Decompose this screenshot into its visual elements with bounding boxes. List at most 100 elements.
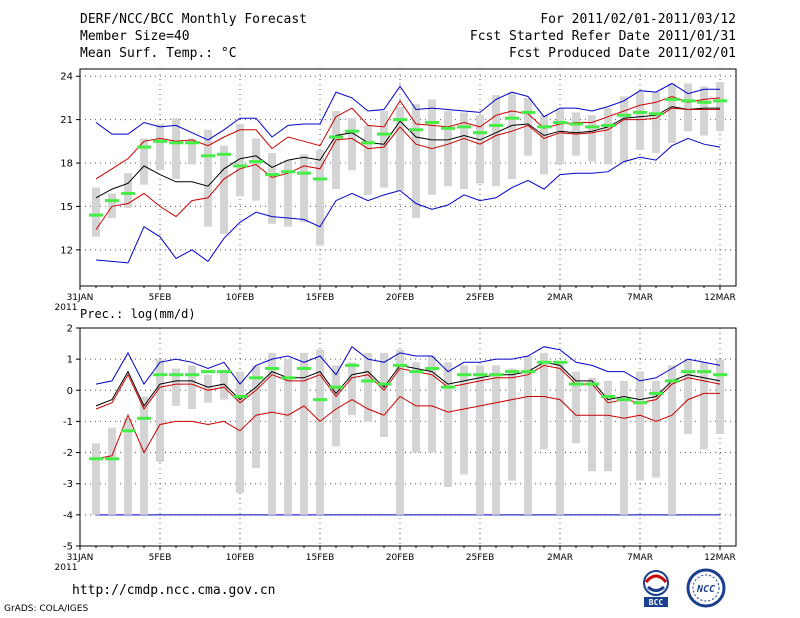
- range-bar: [652, 380, 660, 478]
- range-bar: [428, 99, 436, 195]
- member-marker: [329, 385, 343, 389]
- forecast-period: For 2011/02/01-2011/03/12: [540, 12, 736, 27]
- member-marker: [345, 363, 359, 367]
- member-marker: [153, 373, 167, 377]
- y-tick-label: 0: [67, 386, 73, 397]
- y-tick-label: 15: [60, 202, 73, 213]
- range-bar: [252, 365, 260, 469]
- y-tick-label: -4: [63, 510, 73, 521]
- member-marker: [425, 121, 439, 125]
- range-bar: [156, 123, 164, 171]
- member-marker: [697, 100, 711, 104]
- range-bar: [508, 92, 516, 179]
- y-tick-label: 24: [60, 72, 73, 83]
- bcc-logo-text: BCC: [649, 598, 664, 607]
- member-marker: [521, 370, 535, 374]
- member-marker: [649, 112, 663, 116]
- member-marker: [233, 395, 247, 399]
- range-bar: [620, 380, 628, 515]
- series-upper-spread: [95, 364, 721, 410]
- member-marker: [89, 457, 103, 461]
- member-marker: [297, 171, 311, 175]
- member-marker: [361, 379, 375, 383]
- member-marker: [297, 366, 311, 370]
- range-bar: [460, 112, 468, 190]
- range-bar: [396, 106, 404, 191]
- range-bar: [204, 129, 212, 227]
- x-tick-label: 5FEB: [149, 293, 172, 303]
- year-label: 2011: [55, 303, 78, 313]
- range-bar: [684, 359, 692, 434]
- member-marker: [473, 131, 487, 135]
- range-bar: [412, 362, 420, 453]
- member-marker: [105, 457, 119, 461]
- member-marker: [377, 382, 391, 386]
- source-url[interactable]: http://cmdp.ncc.cma.gov.cn: [72, 583, 276, 598]
- member-marker: [137, 416, 151, 420]
- member-marker: [569, 122, 583, 126]
- member-marker: [633, 401, 647, 405]
- range-bar: [636, 92, 644, 151]
- range-bar: [92, 443, 100, 515]
- range-bar: [108, 193, 116, 219]
- range-bar: [716, 82, 724, 132]
- member-marker: [201, 154, 215, 158]
- range-bar: [444, 110, 452, 187]
- member-marker: [249, 160, 263, 164]
- range-bar: [92, 187, 100, 237]
- member-marker: [441, 126, 455, 130]
- member-marker: [345, 129, 359, 133]
- range-bar: [108, 427, 116, 515]
- member-marker: [553, 121, 567, 125]
- range-bar: [156, 359, 164, 462]
- range-bar: [140, 138, 148, 185]
- range-bar: [396, 349, 404, 515]
- member-marker: [361, 141, 375, 145]
- member-marker: [105, 199, 119, 203]
- bcc-logo-icon: BCC: [643, 570, 669, 607]
- x-tick-label: 25FEB: [466, 293, 495, 303]
- y-tick-label: -5: [63, 542, 73, 553]
- member-marker: [713, 373, 727, 377]
- y-tick-label: -1: [63, 417, 73, 428]
- member-marker: [377, 132, 391, 136]
- member-marker: [393, 118, 407, 122]
- x-tick-label: 7MAR: [627, 293, 653, 303]
- member-marker: [473, 373, 487, 377]
- range-bar: [668, 365, 676, 515]
- range-bar: [412, 103, 420, 219]
- range-bar: [236, 123, 244, 197]
- member-marker: [409, 370, 423, 374]
- range-bar: [556, 108, 564, 165]
- y-tick-label: 1: [67, 355, 73, 366]
- refer-date: Fcst Started Refer Date 2011/01/31: [469, 29, 736, 44]
- member-marker: [665, 97, 679, 101]
- range-bar: [188, 138, 196, 165]
- member-marker: [537, 360, 551, 364]
- x-tick-label: 15FEB: [306, 293, 335, 303]
- range-bar: [604, 108, 612, 165]
- range-bar: [492, 365, 500, 515]
- member-marker: [601, 395, 615, 399]
- range-bar: [636, 371, 644, 481]
- range-bar: [524, 356, 532, 515]
- panel-frame: [79, 327, 737, 547]
- x-tick-label: 25FEB: [466, 553, 495, 563]
- member-marker: [569, 382, 583, 386]
- member-marker: [249, 376, 263, 380]
- member-marker: [489, 373, 503, 377]
- range-bar: [268, 152, 276, 224]
- x-tick-label: 2MAR: [547, 293, 573, 303]
- member-marker: [313, 398, 327, 402]
- member-marker: [681, 99, 695, 103]
- member-marker: [713, 99, 727, 103]
- x-tick-label: 5FEB: [149, 553, 172, 563]
- range-bar: [620, 96, 628, 162]
- member-size: Member Size=40: [80, 29, 190, 44]
- range-bar: [652, 92, 660, 153]
- range-bar: [140, 396, 148, 515]
- member-marker: [313, 177, 327, 181]
- member-marker: [521, 110, 535, 114]
- series-lower-spread: [95, 392, 720, 460]
- member-marker: [329, 135, 343, 139]
